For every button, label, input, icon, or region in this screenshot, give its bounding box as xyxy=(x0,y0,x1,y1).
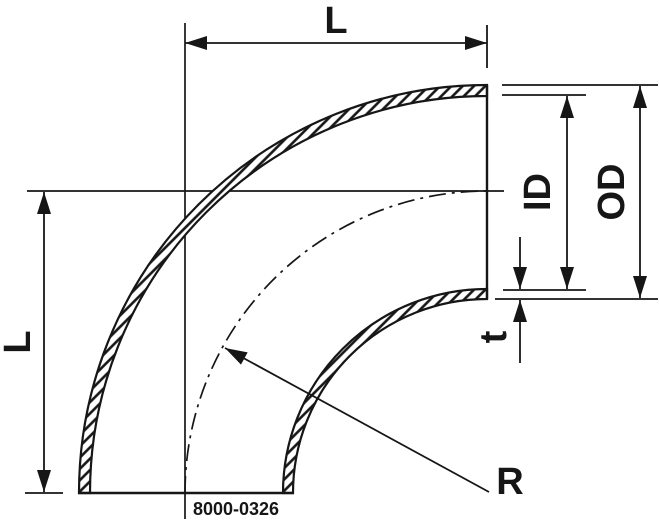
label-bend-radius: R xyxy=(496,461,523,503)
centerlines xyxy=(27,23,504,519)
label-outer-diameter: OD xyxy=(591,164,633,221)
inner-wall-section xyxy=(281,287,489,495)
radius-leader-line xyxy=(224,347,490,493)
pipe-elbow-body xyxy=(77,83,489,495)
label-length-top: L xyxy=(324,0,347,42)
bend-centerline-arc xyxy=(184,190,488,494)
dimension-lines xyxy=(37,36,647,493)
extension-lines xyxy=(25,25,658,494)
label-length-left: L xyxy=(0,330,39,353)
outer-wall-section xyxy=(77,83,489,495)
label-wall-thickness: t xyxy=(473,330,515,343)
label-inner-diameter: ID xyxy=(517,173,559,211)
part-number: 8000-0326 xyxy=(193,499,279,519)
dimension-labels: L L ID OD t R 8000-0326 xyxy=(0,0,633,519)
